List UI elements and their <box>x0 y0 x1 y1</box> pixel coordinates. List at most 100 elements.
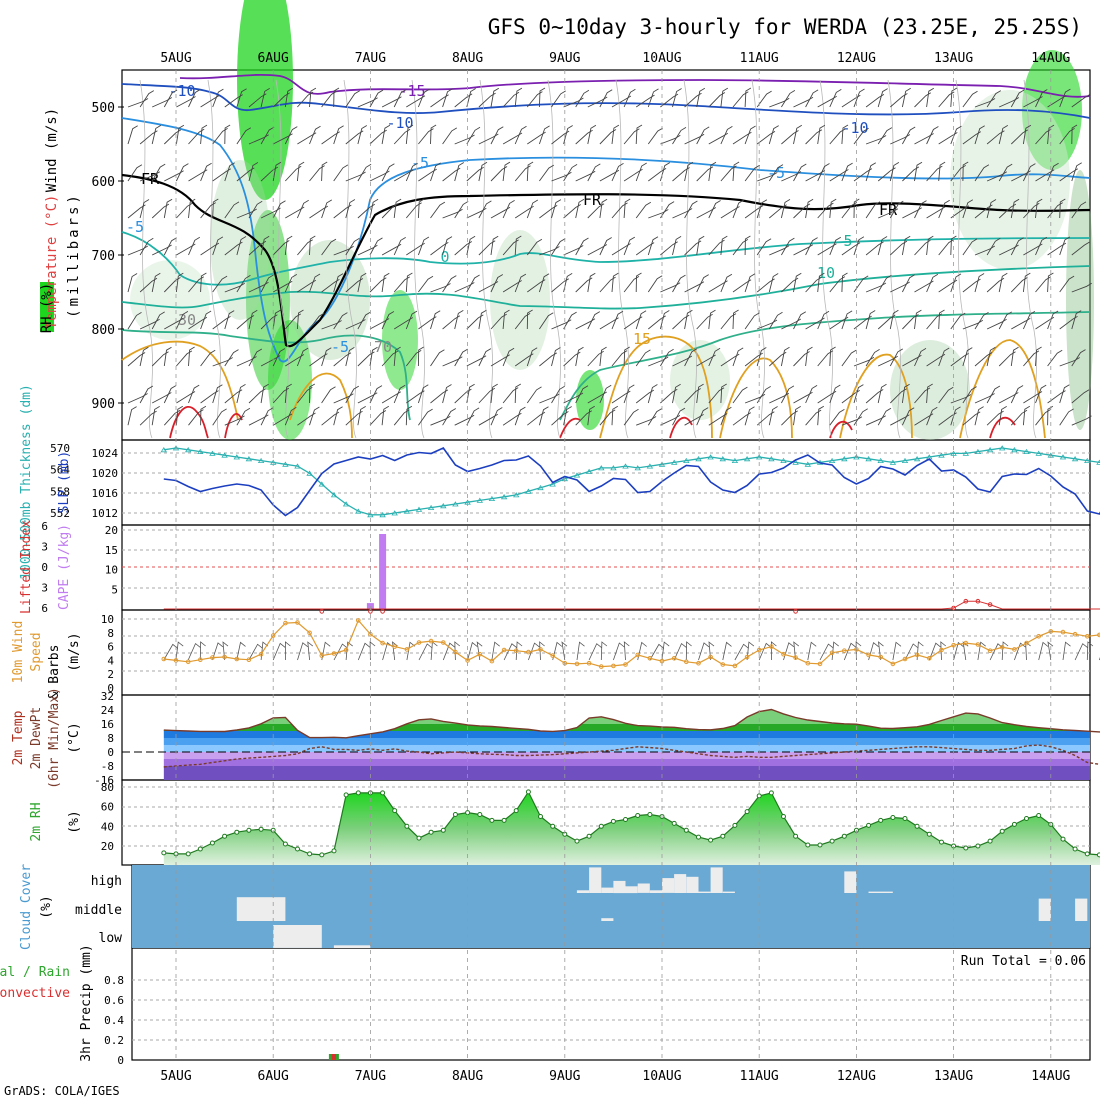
rh-point <box>999 828 1005 834</box>
rh-point <box>671 820 677 826</box>
wind-barb <box>744 273 756 293</box>
thickness-point <box>403 508 411 514</box>
wind-barb <box>950 353 969 367</box>
wind-speed-point <box>574 661 580 667</box>
wind-barb <box>502 239 519 256</box>
wind-barb <box>345 171 366 182</box>
thickness-point <box>233 454 241 460</box>
thickness-point <box>828 457 836 463</box>
wind-barb <box>514 313 531 330</box>
wind-barb <box>539 393 560 404</box>
lifted-ytick: 6 <box>41 602 48 615</box>
wind-barb <box>418 128 434 145</box>
wind-barb <box>575 318 596 330</box>
cloud-bar-low <box>273 925 322 948</box>
temperature-contour <box>121 83 1091 119</box>
rh-point <box>817 842 823 848</box>
wind-barb <box>890 414 910 426</box>
wind-barb-10m <box>1062 641 1071 661</box>
wind-barb <box>635 272 642 293</box>
top-day-label: 8AUG <box>452 51 483 66</box>
wind-barb <box>466 314 484 330</box>
wind-speed-point <box>319 653 325 658</box>
wind-barb <box>212 357 233 367</box>
wind-barb-10m <box>285 641 291 660</box>
wind-barb <box>889 200 904 219</box>
wind-barb <box>889 388 907 404</box>
wind-barb <box>393 384 406 404</box>
wind-barb <box>889 348 904 367</box>
wind-speed-point <box>295 620 300 625</box>
wind-barb <box>950 87 958 108</box>
wind-barb <box>297 387 313 404</box>
temp-ytick: -16 <box>94 774 114 787</box>
wind-barb <box>623 128 640 145</box>
wind-barb <box>635 162 647 182</box>
rh-contour-line <box>751 79 765 439</box>
wind-barb <box>224 162 235 182</box>
wind-barb <box>708 161 717 182</box>
wind-barb <box>877 407 892 426</box>
wind-barb <box>502 309 510 330</box>
wind-barb <box>514 235 522 256</box>
wind-barb <box>623 316 643 330</box>
wind-barb <box>938 279 958 293</box>
wind-barb <box>587 311 601 330</box>
wind-barb <box>272 413 293 426</box>
wind-barb <box>127 245 149 256</box>
wind-barb <box>200 405 207 426</box>
wind-barb <box>236 167 255 182</box>
wind-barb <box>769 97 790 108</box>
rh-shading-blob <box>490 230 550 370</box>
rh-point <box>404 823 410 829</box>
wind-barb <box>974 273 985 293</box>
wind-barb <box>176 391 196 404</box>
wind-barb <box>551 130 570 145</box>
thickness-point <box>257 457 265 463</box>
wind-barb <box>454 414 475 426</box>
contour-label: -5 <box>411 154 429 172</box>
wind-barb <box>442 236 453 256</box>
sounding-ytick: 900 <box>92 397 115 412</box>
wind-speed-point <box>720 662 726 667</box>
wind-barb <box>514 383 522 404</box>
cloud-ylabel-a: Cloud Cover <box>19 864 34 950</box>
wind-barb <box>732 131 752 145</box>
wind-barb <box>647 275 663 293</box>
wind-barb <box>551 411 569 426</box>
wind-barb <box>188 384 200 404</box>
wind-barb <box>1059 357 1080 367</box>
wind-barb <box>684 388 701 404</box>
wind-barb <box>514 125 527 145</box>
wind-barb <box>454 201 469 219</box>
wind-barb <box>369 385 383 404</box>
wind-barb-10m <box>916 641 924 661</box>
thickness-point <box>889 459 897 465</box>
wind-barb <box>369 198 379 219</box>
rh-point <box>550 823 556 829</box>
wind-barb <box>575 277 593 293</box>
wind-barb <box>478 240 496 256</box>
cloud-level-label: middle <box>75 903 122 918</box>
slp-ytick: 1020 <box>92 467 119 480</box>
wind-barb <box>200 202 216 219</box>
wind-barb <box>551 278 570 293</box>
precip-ylabel-a: Total / Rain <box>0 965 70 980</box>
wind-barb <box>829 236 842 256</box>
wind-barb <box>696 235 705 256</box>
wind-barb <box>430 349 445 367</box>
wind-barb <box>575 129 593 145</box>
wind-speed-point <box>1072 631 1078 637</box>
precip-frame <box>131 947 1091 1061</box>
thickness-point <box>221 452 228 458</box>
wind-barb <box>865 201 881 219</box>
wind-barb <box>478 387 496 404</box>
wind-barb <box>672 88 682 108</box>
wind-barb <box>817 95 837 108</box>
thickness-point <box>610 465 617 471</box>
wind-barb-10m <box>297 642 309 661</box>
thickness-point <box>1011 447 1018 453</box>
rh-point <box>1024 816 1029 821</box>
wind-barb <box>417 346 424 367</box>
